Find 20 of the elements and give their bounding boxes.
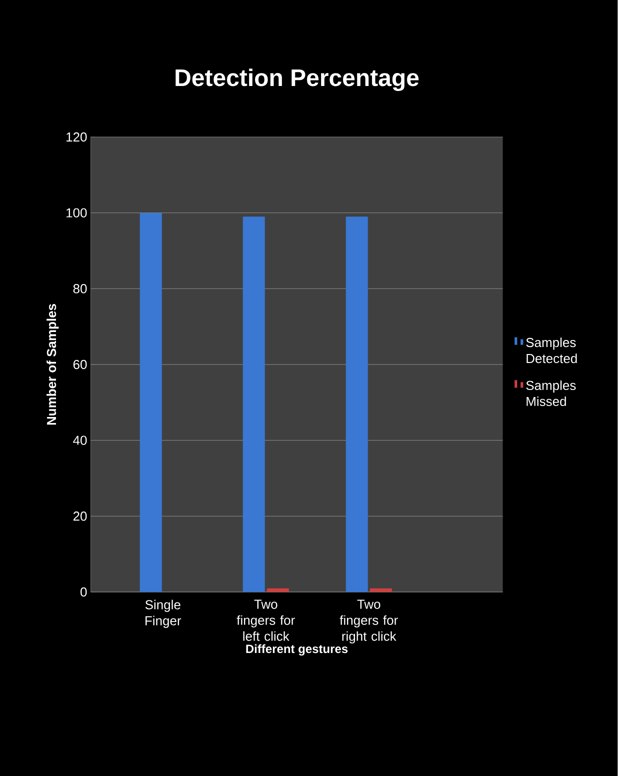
x-tick-label: Two fingers for right click: [340, 600, 398, 644]
x-axis-title: Different gestures: [246, 644, 348, 656]
y-tick-label: 20: [74, 512, 87, 521]
legend-label: Samples Detected: [526, 338, 577, 364]
legend-label: Samples Missed: [526, 380, 576, 406]
y-tick-label: 40: [73, 436, 87, 445]
y-axis-title: Number of Samples: [46, 304, 59, 425]
bar: [140, 212, 162, 592]
y-tick-label: 60: [74, 360, 87, 370]
bar: [242, 216, 265, 592]
y-tick-label: 0: [80, 587, 87, 597]
y-tick-label: 100: [66, 208, 87, 218]
bar: [346, 216, 368, 592]
x-tick-label: Single Finger: [146, 600, 182, 628]
chart-title: Detection Percentage: [176, 68, 419, 92]
bar: [266, 588, 289, 592]
bar: [370, 588, 392, 592]
x-tick-label: Two fingers for left click: [236, 600, 296, 641]
y-tick-label: 120: [66, 132, 87, 142]
y-tick-label: 80: [73, 284, 87, 294]
